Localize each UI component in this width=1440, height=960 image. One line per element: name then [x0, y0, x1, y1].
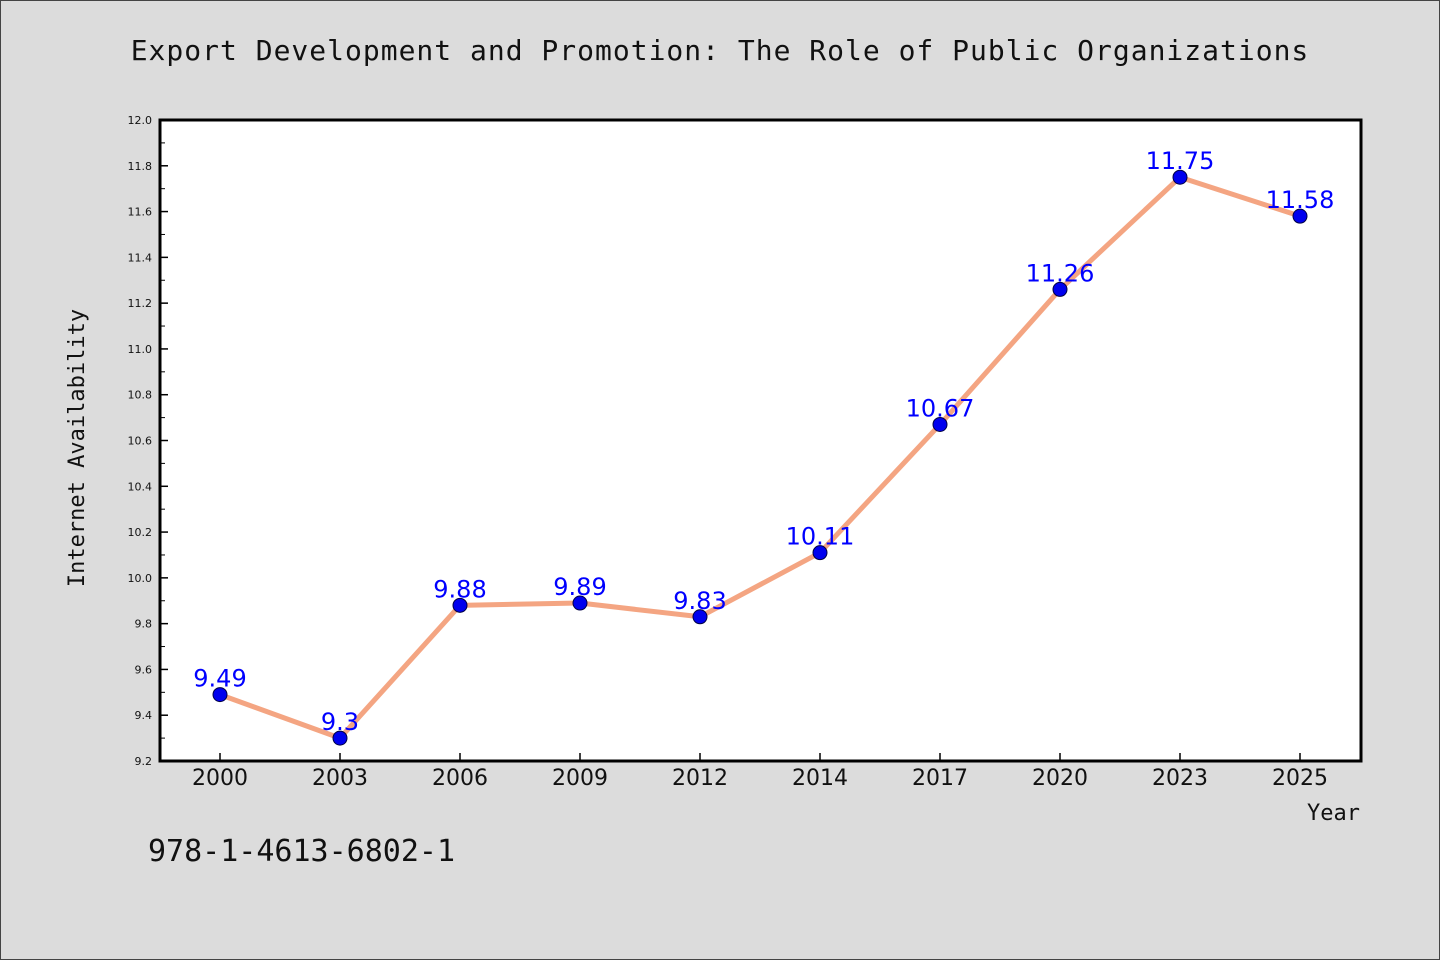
series-line — [217, 174, 1303, 741]
y-tick-label: 10.8 — [128, 389, 153, 402]
data-points — [212, 169, 1308, 746]
x-axis-label: Year — [1307, 801, 1360, 826]
x-tick-label: 2023 — [1152, 766, 1208, 791]
plot-area — [158, 118, 1363, 763]
isbn-text: 978-1-4613-6802-1 — [148, 834, 456, 869]
y-tick-label: 11.0 — [128, 343, 153, 356]
y-tick-label: 9.2 — [135, 755, 153, 768]
y-tick-label: 10.6 — [128, 435, 153, 448]
y-tick-label: 11.8 — [128, 160, 153, 173]
data-point — [1052, 281, 1068, 297]
data-labels: 9.49 9.3 9.88 9.89 9.83 10.11 10.67 11.26 11.75 1… — [193, 147, 1334, 736]
y-tick-label: 12.0 — [128, 114, 153, 127]
x-tick-label: 2009 — [552, 766, 608, 791]
y-axis-label: Internet Availability — [65, 309, 90, 587]
data-label: 11.75 — [1146, 147, 1215, 175]
y-tick-label: 10.0 — [128, 572, 153, 585]
x-tick-label: 2006 — [432, 766, 488, 791]
y-tick-label: 9.6 — [135, 663, 153, 676]
data-label: 10.11 — [786, 523, 855, 551]
data-point — [332, 730, 348, 746]
data-point — [1292, 208, 1308, 224]
y-tick-label: 11.2 — [128, 297, 153, 310]
x-tick-label: 2025 — [1272, 766, 1328, 791]
y-tick-label: 9.4 — [135, 709, 153, 722]
data-point — [932, 416, 948, 432]
data-label: 9.49 — [193, 665, 246, 693]
data-label: 11.58 — [1266, 186, 1335, 214]
x-tick-label: 2000 — [192, 766, 248, 791]
y-tick-label: 10.4 — [128, 480, 153, 493]
data-point — [212, 687, 228, 703]
y-axis: 9.2 9.4 9.6 9.8 10.0 10.2 10.4 10.6 10.8 11.0 11.2… — [128, 114, 168, 768]
data-label: 9.88 — [433, 575, 486, 603]
y-tick-label: 10.2 — [128, 526, 153, 539]
x-tick-label: 2012 — [672, 766, 728, 791]
data-point — [1172, 169, 1188, 185]
x-tick-label: 2017 — [912, 766, 968, 791]
y-tick-label: 11.4 — [128, 251, 153, 264]
data-label: 11.26 — [1026, 259, 1095, 287]
y-tick-label: 9.8 — [135, 618, 153, 631]
data-label: 9.83 — [673, 587, 726, 615]
data-point — [812, 545, 828, 561]
data-label: 9.3 — [321, 708, 359, 736]
y-tick-label: 11.6 — [128, 206, 153, 219]
data-point — [692, 609, 708, 625]
x-tick-label: 2003 — [312, 766, 368, 791]
data-label: 9.89 — [553, 573, 606, 601]
chart-title: Export Development and Promotion: The Ro… — [130, 34, 1310, 67]
data-point — [452, 597, 468, 613]
data-label: 10.67 — [906, 394, 975, 422]
x-tick-label: 2014 — [792, 766, 848, 791]
data-point — [572, 595, 588, 611]
x-axis: 2000 2003 2006 2009 2012 2014 2017 2020 2023 2025 — [192, 753, 1328, 791]
x-tick-label: 2020 — [1032, 766, 1088, 791]
